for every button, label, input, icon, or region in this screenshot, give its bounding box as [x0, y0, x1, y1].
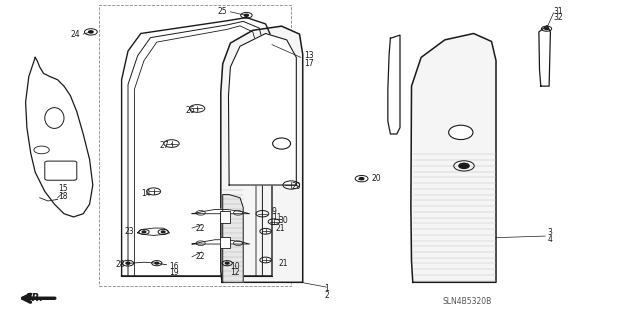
Text: 16: 16 [170, 262, 179, 271]
Bar [220, 211, 230, 223]
Text: 3: 3 [547, 228, 552, 237]
Text: 20: 20 [371, 174, 381, 183]
Circle shape [161, 231, 165, 233]
Circle shape [142, 231, 146, 233]
Circle shape [359, 177, 364, 180]
Text: 23: 23 [125, 227, 134, 236]
Polygon shape [411, 33, 496, 282]
Text: 13: 13 [304, 51, 314, 60]
Ellipse shape [449, 125, 473, 140]
Text: 24: 24 [70, 30, 80, 39]
Text: 21: 21 [278, 259, 288, 268]
Text: 22: 22 [195, 252, 205, 261]
Polygon shape [388, 35, 400, 134]
Circle shape [88, 31, 93, 33]
Text: 14: 14 [141, 189, 150, 198]
Polygon shape [192, 240, 250, 244]
Text: 21: 21 [275, 224, 285, 233]
Text: FR.: FR. [26, 293, 44, 303]
Text: 17: 17 [304, 59, 314, 68]
Ellipse shape [45, 108, 64, 129]
Text: 27: 27 [160, 141, 170, 150]
Text: 26: 26 [186, 106, 195, 115]
Text: 30: 30 [278, 216, 288, 225]
Text: 11: 11 [272, 213, 282, 222]
Text: 4: 4 [547, 235, 552, 244]
Circle shape [155, 262, 159, 264]
Circle shape [545, 28, 548, 30]
Text: 12: 12 [230, 268, 240, 277]
Polygon shape [223, 195, 243, 282]
Circle shape [244, 14, 248, 16]
Text: 28: 28 [115, 260, 125, 269]
Polygon shape [192, 209, 250, 214]
Text: 9: 9 [272, 207, 277, 216]
Text: 19: 19 [170, 268, 179, 277]
Polygon shape [228, 33, 296, 185]
Polygon shape [138, 228, 170, 235]
Circle shape [126, 262, 130, 264]
Text: 10: 10 [230, 262, 240, 271]
Text: 22: 22 [195, 224, 205, 233]
Circle shape [225, 262, 229, 264]
Text: 18: 18 [58, 192, 67, 201]
Polygon shape [539, 26, 550, 86]
Bar [220, 237, 230, 248]
Text: 25: 25 [218, 7, 227, 16]
Polygon shape [26, 57, 93, 217]
FancyBboxPatch shape [45, 161, 77, 180]
Text: 1: 1 [324, 284, 329, 293]
Text: SLN4B5320B: SLN4B5320B [443, 297, 492, 306]
Polygon shape [221, 26, 303, 282]
Text: 29: 29 [291, 182, 301, 191]
Bar [99, 5, 291, 286]
Text: 31: 31 [554, 7, 563, 16]
Text: 32: 32 [554, 13, 563, 22]
Ellipse shape [273, 138, 291, 149]
Circle shape [459, 163, 469, 168]
Text: 2: 2 [324, 291, 329, 300]
Text: 15: 15 [58, 184, 68, 193]
